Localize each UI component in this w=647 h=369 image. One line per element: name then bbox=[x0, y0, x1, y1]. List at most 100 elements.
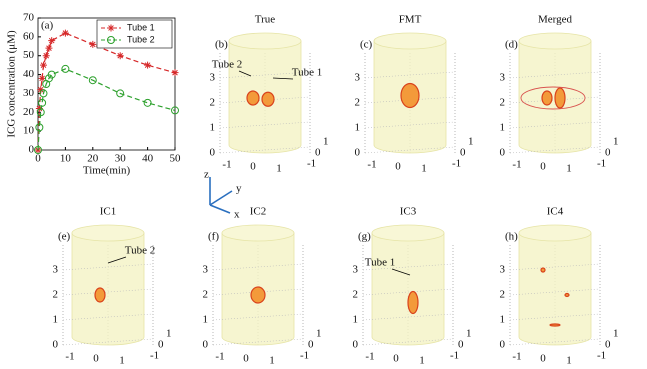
z-tick-label: 1 bbox=[500, 122, 506, 134]
cylinder-top bbox=[222, 225, 294, 241]
axis-key-label: z bbox=[204, 169, 209, 181]
cylinder-top bbox=[372, 225, 444, 241]
y-tick-label: 1 bbox=[613, 136, 619, 148]
panel-title: IC2 bbox=[250, 206, 267, 218]
x-tick-label: 10 bbox=[60, 153, 72, 165]
axis-key-label: y bbox=[236, 183, 242, 195]
axis-key-label: x bbox=[234, 209, 240, 221]
cylinder-top bbox=[229, 33, 301, 49]
x-tick-label: -1 bbox=[512, 159, 521, 171]
x-tick-label: 1 bbox=[566, 355, 572, 367]
z-tick-label: 0 bbox=[203, 339, 209, 351]
y-tick-label: 10 bbox=[23, 125, 35, 137]
x-tick-label: 0 bbox=[540, 161, 546, 173]
x-tick-label: -1 bbox=[215, 351, 224, 363]
blob bbox=[541, 268, 545, 272]
z-tick-label: 2 bbox=[203, 289, 209, 301]
z-tick-label: 0 bbox=[353, 339, 359, 351]
annotation: Tube 1 bbox=[365, 257, 395, 269]
annotation: Tube 2 bbox=[212, 59, 242, 71]
y-tick-label: 50 bbox=[23, 49, 35, 61]
panel-label: (c) bbox=[360, 39, 373, 51]
panel-label: (d) bbox=[505, 39, 518, 51]
y-tick-label: -1 bbox=[597, 350, 606, 362]
y-tick-label: 0 bbox=[458, 339, 464, 351]
z-tick-label: 2 bbox=[500, 289, 506, 301]
y-axis-label: ICG concentration (μM) bbox=[6, 30, 18, 138]
z-tick-label: 3 bbox=[210, 72, 216, 84]
x-tick-label: 0 bbox=[35, 153, 41, 165]
panel-title: True bbox=[255, 14, 275, 26]
x-tick-label: 0 bbox=[243, 353, 249, 365]
data-marker bbox=[48, 37, 55, 44]
legend-label: Tube 2 bbox=[127, 34, 155, 44]
blob bbox=[401, 84, 419, 108]
panel-label: (g) bbox=[358, 231, 371, 243]
y-tick-label: -1 bbox=[452, 158, 461, 170]
x-axis-label: Time(min) bbox=[83, 165, 131, 177]
y-tick-label: -1 bbox=[300, 350, 309, 362]
panel-title: FMT bbox=[399, 14, 422, 26]
y-tick-label: 60 bbox=[23, 30, 35, 42]
x-tick-label: 0 bbox=[540, 353, 546, 365]
y-tick-label: 0 bbox=[158, 339, 164, 351]
data-marker bbox=[117, 52, 124, 59]
data-marker bbox=[62, 30, 69, 37]
y-tick-label: 1 bbox=[613, 328, 619, 340]
y-tick-label: 1 bbox=[166, 328, 172, 340]
y-tick-label: -1 bbox=[307, 158, 316, 170]
z-tick-label: 1 bbox=[355, 122, 361, 134]
z-tick-label: 3 bbox=[203, 264, 209, 276]
y-tick-label: 1 bbox=[323, 136, 329, 148]
blob bbox=[262, 92, 274, 106]
z-tick-label: 2 bbox=[355, 97, 361, 109]
panel-title: IC3 bbox=[400, 206, 417, 218]
z-tick-label: 1 bbox=[210, 122, 216, 134]
z-tick-label: 1 bbox=[500, 314, 506, 326]
blob bbox=[251, 287, 265, 303]
legend-label: Tube 1 bbox=[127, 22, 155, 32]
cylinder bbox=[519, 233, 591, 345]
blob bbox=[565, 294, 569, 297]
y-tick-label: -1 bbox=[450, 350, 459, 362]
x-tick-label: -1 bbox=[65, 351, 74, 363]
x-tick-label: -1 bbox=[222, 159, 231, 171]
cylinder-top bbox=[519, 225, 591, 241]
x-tick-label: -1 bbox=[365, 351, 374, 363]
z-tick-label: 1 bbox=[53, 314, 59, 326]
z-tick-label: 2 bbox=[210, 97, 216, 109]
cylinder-top bbox=[374, 33, 446, 49]
x-tick-label: 1 bbox=[421, 163, 427, 175]
y-tick-label: 1 bbox=[466, 328, 472, 340]
y-tick-label: 30 bbox=[23, 87, 35, 99]
y-tick-label: 0 bbox=[315, 147, 321, 159]
z-tick-label: 1 bbox=[203, 314, 209, 326]
z-tick-label: 2 bbox=[353, 289, 359, 301]
annotation: Tube 1 bbox=[292, 67, 322, 79]
x-tick-label: -1 bbox=[367, 159, 376, 171]
panel-title: Merged bbox=[538, 14, 573, 26]
panel-label: (b) bbox=[215, 39, 228, 51]
panel-label: (e) bbox=[58, 231, 71, 243]
y-tick-label: 0 bbox=[605, 147, 611, 159]
y-tick-label: -1 bbox=[597, 158, 606, 170]
blob bbox=[95, 288, 105, 302]
x-tick-label: 1 bbox=[269, 355, 275, 367]
panel-label: (a) bbox=[41, 20, 54, 32]
z-tick-label: 2 bbox=[500, 97, 506, 109]
y-tick-label: 0 bbox=[605, 339, 611, 351]
y-tick-label: 0 bbox=[29, 144, 35, 156]
z-tick-label: 3 bbox=[53, 264, 59, 276]
blob bbox=[247, 91, 259, 105]
blob bbox=[550, 324, 560, 326]
y-tick-label: 0 bbox=[460, 147, 466, 159]
panel-label: (h) bbox=[505, 231, 518, 243]
panel-title: IC1 bbox=[100, 206, 117, 218]
x-tick-label: 1 bbox=[119, 355, 125, 367]
data-marker bbox=[45, 45, 52, 52]
cylinder-top bbox=[519, 33, 591, 49]
y-tick-label: 1 bbox=[316, 328, 322, 340]
x-tick-label: 1 bbox=[276, 163, 282, 175]
z-tick-label: 2 bbox=[53, 289, 59, 301]
x-tick-label: 50 bbox=[170, 153, 182, 165]
